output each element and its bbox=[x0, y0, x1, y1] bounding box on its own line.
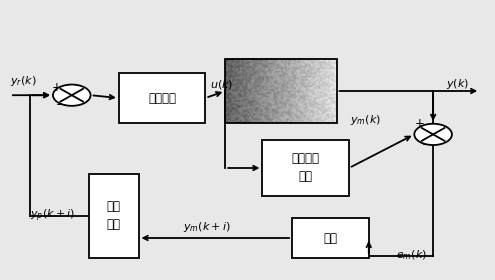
Text: 神经网络
模型: 神经网络 模型 bbox=[292, 153, 320, 183]
Text: $y_r(k)$: $y_r(k)$ bbox=[10, 74, 37, 88]
Circle shape bbox=[53, 85, 91, 106]
Bar bbox=[225, 59, 337, 123]
Circle shape bbox=[414, 124, 452, 145]
Text: +: + bbox=[52, 81, 62, 94]
Bar bbox=[89, 174, 139, 258]
Bar bbox=[292, 218, 369, 258]
Text: −: − bbox=[55, 98, 65, 111]
Text: $y_p(k+i)$: $y_p(k+i)$ bbox=[30, 207, 75, 224]
Bar bbox=[119, 73, 205, 123]
Text: $y_m(k)$: $y_m(k)$ bbox=[350, 113, 381, 127]
Text: $y_m(k+i)$: $y_m(k+i)$ bbox=[183, 220, 231, 234]
Text: 反馈
校正: 反馈 校正 bbox=[107, 200, 121, 231]
Text: $y(k)$: $y(k)$ bbox=[446, 77, 469, 91]
Text: +: + bbox=[414, 117, 424, 130]
Text: 预测: 预测 bbox=[323, 232, 338, 244]
Text: −: − bbox=[422, 138, 432, 151]
Text: 优化计算: 优化计算 bbox=[148, 92, 176, 104]
Text: $e_m(k)$: $e_m(k)$ bbox=[396, 248, 427, 262]
Bar bbox=[262, 140, 349, 196]
Text: $u(k)$: $u(k)$ bbox=[210, 78, 234, 91]
